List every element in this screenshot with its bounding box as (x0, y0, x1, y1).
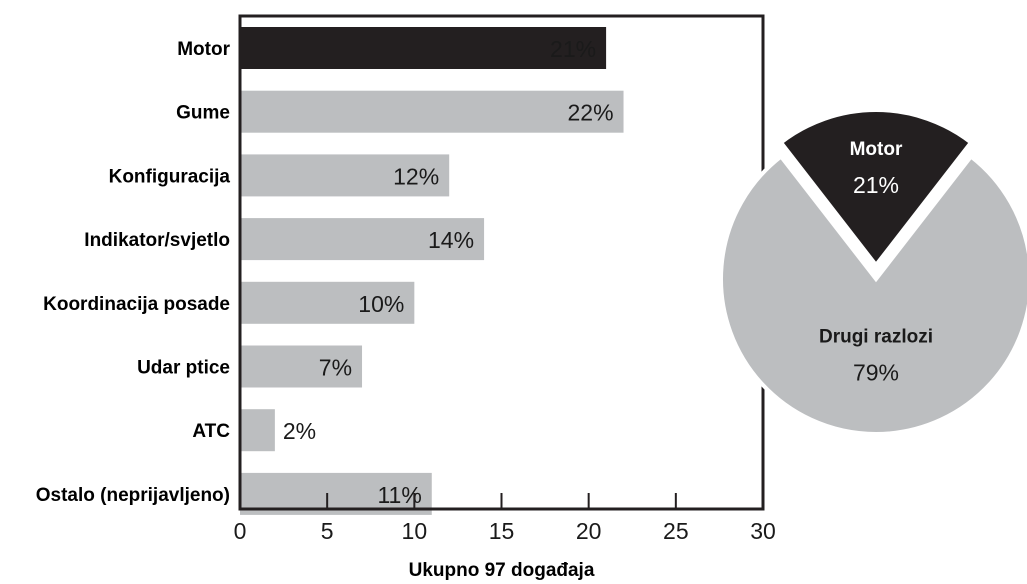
bar-indikator-svjetlo (240, 218, 485, 261)
bar-koordinacija-posade (240, 281, 415, 324)
x-tick-label-0: 0 (234, 518, 247, 544)
category-label-udar-ptice: Udar ptice (137, 358, 230, 379)
x-tick-label-15: 15 (489, 518, 515, 544)
x-axis-ticks (239, 493, 764, 509)
bar-konfiguracija (240, 154, 450, 197)
pie-chart: Motor 21% Drugi razlozi 79% (719, 108, 1027, 436)
bar-value-label-indikator-svjetlo: 14% (428, 227, 474, 253)
category-label-atc: ATC (192, 421, 230, 442)
pie-slice-motor (778, 108, 974, 269)
x-tick-label-30: 30 (750, 518, 776, 544)
bar-value-label-koordinacija-posade: 10% (358, 291, 404, 317)
pie-label-drugi-razlozi: Drugi razlozi (819, 327, 933, 348)
pie-label-motor: Motor (850, 139, 903, 160)
category-label-motor: Motor (177, 39, 230, 60)
bar-chart: Motor Gume Konfiguracija Indikator/svjetlo K… (36, 14, 776, 581)
bar-atc (240, 409, 275, 452)
bar-value-label-gume: 22% (567, 100, 613, 126)
category-label-ostalo-neprijavljeno: Ostalo (neprijavljeno) (36, 485, 230, 506)
category-label-koordinacija-posade: Koordinacija posade (43, 294, 230, 315)
pie-value-label-motor: 21% (853, 172, 899, 198)
pie-slice-drugi-razlozi (719, 153, 1027, 436)
bar-value-label-konfiguracija: 12% (393, 163, 439, 189)
category-label-indikator-svjetlo: Indikator/svjetlo (84, 230, 230, 251)
category-label-gume: Gume (176, 103, 230, 124)
x-tick-label-20: 20 (576, 518, 602, 544)
bar-gume (240, 90, 624, 133)
bar-value-label-udar-ptice: 7% (319, 355, 352, 381)
x-tick-label-5: 5 (321, 518, 334, 544)
bar-motor (240, 27, 607, 69)
category-label-konfiguracija: Konfiguracija (109, 166, 231, 187)
x-axis-title: Ukupno 97 događaja (409, 560, 595, 581)
plot-frame (238, 14, 765, 511)
x-axis-tick-labels: 0 5 10 15 20 25 30 (234, 518, 776, 544)
bar-value-labels: 21%22%12%14%10%7%2%11% (283, 36, 614, 508)
bar-udar-ptice (240, 345, 363, 388)
bar-value-label-atc: 2% (283, 418, 316, 444)
pie-value-label-drugi-razlozi: 79% (853, 360, 899, 386)
x-tick-label-25: 25 (663, 518, 689, 544)
x-tick-label-10: 10 (402, 518, 428, 544)
category-labels: Motor Gume Konfiguracija Indikator/svjetlo K… (36, 39, 231, 506)
bar-value-label-motor: 21% (550, 36, 596, 62)
